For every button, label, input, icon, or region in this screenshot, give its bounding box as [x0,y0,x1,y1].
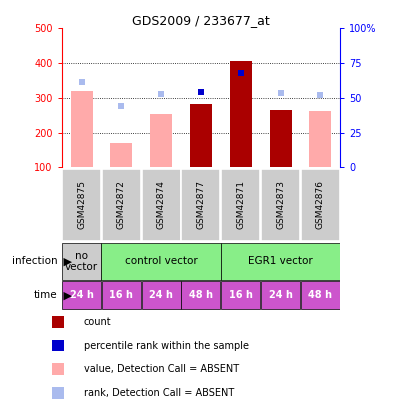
Text: 16 h: 16 h [109,290,133,300]
Bar [301,281,340,309]
Title: GDS2009 / 233677_at: GDS2009 / 233677_at [132,14,270,27]
Text: no
vector: no vector [65,251,98,272]
Bar [270,110,291,167]
Bar [221,281,260,309]
Text: GSM42877: GSM42877 [197,180,205,229]
Text: value, Detection Call = ABSENT: value, Detection Call = ABSENT [84,364,239,374]
Bar [301,169,340,241]
Bar [52,316,64,328]
Text: 24 h: 24 h [269,290,293,300]
Bar [52,339,64,352]
Bar [261,169,300,241]
Text: infection: infection [12,256,58,266]
Text: GSM42875: GSM42875 [77,180,86,229]
Text: GSM42873: GSM42873 [276,180,285,229]
Text: count: count [84,317,111,327]
Text: percentile rank within the sample: percentile rank within the sample [84,341,249,350]
Bar [102,169,141,241]
Text: ▶: ▶ [60,256,72,266]
Bar [62,169,101,241]
Text: 48 h: 48 h [189,290,213,300]
Bar [310,111,332,167]
Text: time: time [34,290,58,300]
Text: EGR1 vector: EGR1 vector [248,256,313,266]
Bar [71,91,92,167]
Bar [190,104,212,167]
Text: GSM42874: GSM42874 [157,180,166,229]
Text: GSM42871: GSM42871 [236,180,245,229]
Bar [62,243,101,280]
Bar [181,169,220,241]
Bar [230,61,252,167]
Text: 48 h: 48 h [308,290,332,300]
Bar [111,143,132,167]
Bar [261,281,300,309]
Text: ▶: ▶ [60,290,72,300]
Bar [52,387,64,399]
Bar [221,169,260,241]
Bar [221,243,340,280]
Bar [52,363,64,375]
Bar [102,281,141,309]
Text: control vector: control vector [125,256,197,266]
Text: GSM42872: GSM42872 [117,180,126,229]
Text: rank, Detection Call = ABSENT: rank, Detection Call = ABSENT [84,388,234,398]
Text: 24 h: 24 h [70,290,94,300]
Bar [142,169,181,241]
Text: GSM42876: GSM42876 [316,180,325,229]
Bar [101,243,221,280]
Text: 24 h: 24 h [149,290,173,300]
Bar [150,114,172,167]
Bar [62,281,101,309]
Text: 16 h: 16 h [229,290,253,300]
Bar [142,281,181,309]
Bar [181,281,220,309]
